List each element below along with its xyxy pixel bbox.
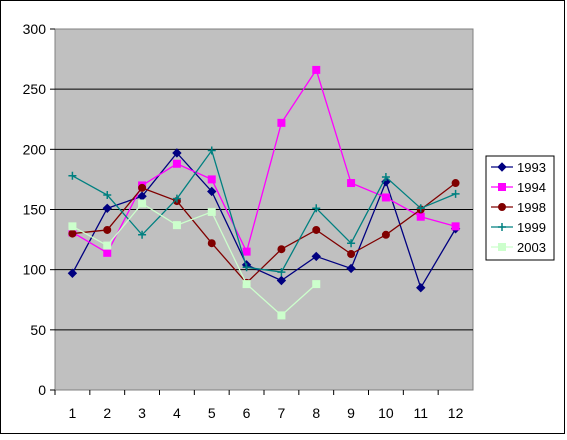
data-point-2003-7: [277, 311, 286, 320]
y-tick-label-150: 150: [23, 202, 47, 218]
data-point-1993-8: [311, 251, 321, 262]
data-point-1993-5: [207, 186, 217, 197]
data-point-1998-5: [207, 239, 216, 248]
data-point-1999-11: [416, 204, 425, 213]
legend-entry-1999: 1999: [491, 220, 546, 235]
legend-marker-1998: [498, 203, 506, 211]
series-1999: [68, 146, 460, 277]
data-point-1994-11: [416, 212, 425, 221]
data-point-1998-8: [312, 225, 321, 234]
series-line-1999: [72, 149, 456, 273]
x-tick-label-8: 8: [312, 405, 320, 421]
legend-label-2003: 2003: [517, 240, 546, 255]
data-point-1999-1: [68, 171, 77, 180]
data-point-2003-5: [207, 207, 216, 216]
data-point-2003-1: [68, 222, 77, 231]
data-point-1999-8: [312, 204, 321, 213]
series-layer: [67, 65, 461, 320]
legend-marker-2003: [498, 243, 506, 251]
data-point-1998-1: [68, 229, 77, 238]
x-tick-label-1: 1: [69, 405, 77, 421]
y-tick-label-200: 200: [23, 141, 47, 157]
data-point-1999-12: [451, 189, 460, 198]
legend-entry-1993: 1993: [491, 160, 546, 175]
legend-label-1994: 1994: [517, 180, 546, 195]
data-point-1999-2: [103, 191, 112, 200]
data-point-1998-7: [277, 245, 286, 254]
data-point-1994-5: [207, 175, 216, 184]
x-axis-tick-labels: 1 2 3 4 5 6 7 8 9 10 11 12: [54, 390, 464, 421]
data-point-1998-12: [451, 179, 460, 188]
x-tick-label-7: 7: [278, 405, 286, 421]
data-point-1999-4: [172, 194, 181, 203]
legend-label-1999: 1999: [517, 220, 546, 235]
x-tick-label-2: 2: [103, 405, 111, 421]
series-line-1993: [71, 151, 457, 290]
legend-box: [485, 155, 555, 261]
data-point-2003-4: [172, 221, 181, 230]
series-2003: [68, 199, 321, 320]
data-point-1999-9: [347, 239, 356, 248]
y-tick-label-0: 0: [38, 382, 46, 398]
data-point-1994-6: [242, 247, 251, 256]
legend-entry-1994: 1994: [491, 180, 546, 195]
y-tick-label-250: 250: [23, 81, 47, 97]
data-point-1994-9: [347, 179, 356, 188]
x-tick-label-5: 5: [208, 405, 216, 421]
x-tick-label-12: 12: [448, 405, 464, 421]
legend-entry-2003: 2003: [491, 240, 546, 255]
data-point-1994-10: [381, 193, 390, 202]
data-point-1999-3: [138, 230, 147, 239]
series-1993: [67, 148, 461, 293]
legend-label-1993: 1993: [517, 160, 546, 175]
series-line-1994: [72, 68, 456, 254]
data-point-1993-11: [416, 283, 426, 293]
data-point-2003-3: [138, 199, 147, 208]
legend: 1993 1994 1998 1999 2003: [491, 160, 546, 255]
x-tick-label-4: 4: [173, 405, 181, 421]
x-tick-label-6: 6: [243, 405, 251, 421]
series-line-2003: [72, 202, 317, 317]
data-point-2003-8: [312, 280, 321, 289]
x-tick-label-3: 3: [138, 405, 146, 421]
data-point-1998-9: [347, 250, 356, 259]
data-point-1993-2: [102, 203, 112, 214]
data-point-1994-8: [312, 65, 321, 74]
y-tick-label-300: 300: [23, 21, 47, 37]
data-point-1998-10: [381, 230, 390, 239]
data-point-1998-2: [103, 225, 112, 234]
legend-entry-1998: 1998: [491, 200, 546, 215]
x-tick-label-11: 11: [413, 405, 428, 421]
data-point-1994-7: [277, 118, 286, 127]
legend-marker-1999: [498, 223, 506, 231]
y-tick-label-50: 50: [30, 322, 46, 338]
data-point-1994-2: [103, 248, 112, 257]
data-point-2003-2: [103, 241, 112, 250]
series-line-1998: [72, 182, 456, 284]
legend-label-1998: 1998: [517, 200, 546, 215]
data-point-1993-7: [276, 275, 287, 286]
y-tick-label-100: 100: [23, 262, 47, 278]
data-point-1994-12: [451, 222, 460, 231]
legend-marker-1993: [497, 162, 507, 172]
data-point-1993-4: [172, 148, 182, 158]
data-point-1999-6: [242, 263, 251, 272]
y-axis-tick-labels: 0 50 100 150 200 250 300: [23, 21, 55, 398]
series-1994: [68, 65, 460, 257]
x-tick-label-9: 9: [347, 405, 355, 421]
x-tick-label-10: 10: [378, 405, 394, 421]
data-point-1994-4: [172, 159, 181, 168]
legend-marker-1994: [498, 183, 506, 191]
data-point-1999-5: [207, 146, 216, 155]
data-point-1993-1: [67, 268, 78, 278]
data-point-1998-3: [138, 183, 147, 192]
data-point-2003-6: [242, 280, 251, 289]
data-point-1999-7: [277, 268, 286, 277]
data-point-1993-9: [346, 263, 356, 274]
data-point-1999-10: [381, 173, 390, 182]
